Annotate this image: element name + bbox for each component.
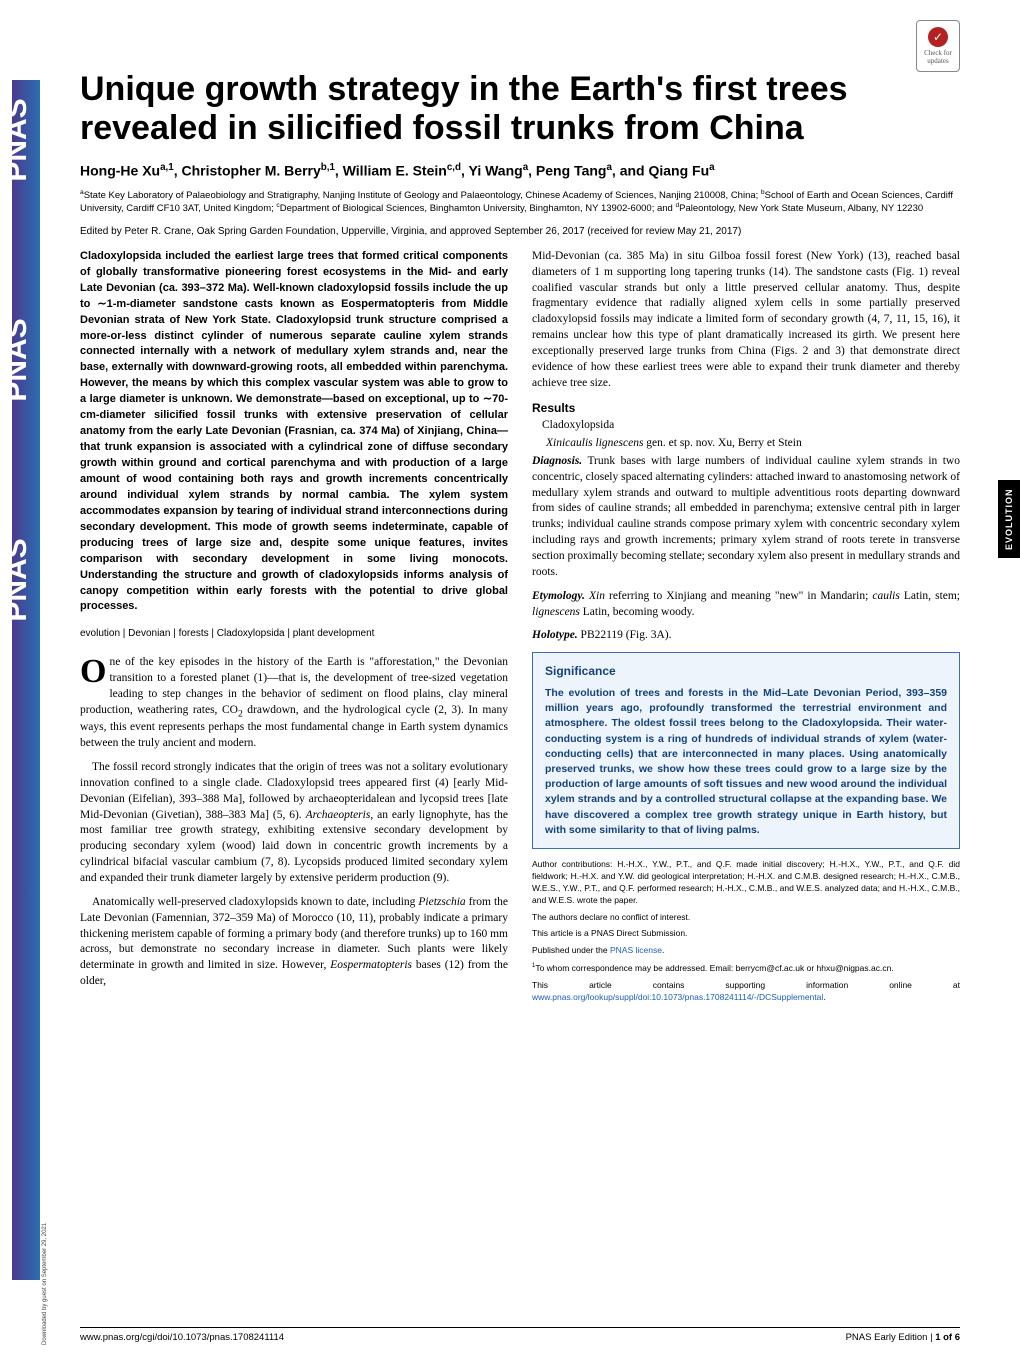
holotype: Holotype. PB22119 (Fig. 3A). (532, 628, 960, 644)
holotype-label: Holotype. (532, 629, 578, 641)
significance-text: The evolution of trees and forests in th… (545, 686, 947, 838)
check-icon: ✓ (928, 27, 948, 47)
svg-text:PNAS: PNAS (12, 538, 33, 621)
svg-text:PNAS: PNAS (12, 318, 33, 401)
article-title: Unique growth strategy in the Earth's fi… (80, 70, 960, 148)
check-updates-label: Check for updates (917, 49, 959, 65)
significance-heading: Significance (545, 663, 947, 680)
footer-page: PNAS Early Edition | 1 of 6 (846, 1332, 960, 1343)
footer-doi: www.pnas.org/cgi/doi/10.1073/pnas.170824… (80, 1332, 284, 1343)
right-para-1: Mid-Devonian (ca. 385 Ma) in situ Gilboa… (532, 249, 960, 392)
correspondence: 1To whom correspondence may be addressed… (532, 962, 960, 975)
etymology: Etymology. Xin referring to Xinjiang and… (532, 589, 960, 621)
section-tab: EVOLUTION (998, 480, 1020, 558)
check-updates-badge[interactable]: ✓ Check for updates (916, 20, 960, 72)
pnas-logo-stripe: PNAS PNAS PNAS (12, 80, 40, 1280)
two-column-body: Cladoxylopsida included the earliest lar… (80, 249, 960, 1009)
taxon-heading: Cladoxylopsida (542, 418, 960, 434)
abstract: Cladoxylopsida included the earliest lar… (80, 249, 508, 616)
taxon-name: Xinicaulis lignescens gen. et sp. nov. X… (546, 436, 960, 452)
holotype-text: PB22119 (Fig. 3A). (581, 629, 672, 641)
direct-submission: This article is a PNAS Direct Submission… (532, 928, 960, 940)
author-contributions: Author contributions: H.-H.X., Y.W., P.T… (532, 859, 960, 907)
left-column: Cladoxylopsida included the earliest lar… (80, 249, 508, 1009)
edited-by: Edited by Peter R. Crane, Oak Spring Gar… (80, 226, 960, 237)
license: Published under the PNAS license. (532, 945, 960, 957)
supporting-info: This article contains supporting informa… (532, 980, 960, 1004)
authors: Hong-He Xua,1, Christopher M. Berryb,1, … (80, 162, 960, 179)
significance-box: Significance The evolution of trees and … (532, 652, 960, 849)
right-column: Mid-Devonian (ca. 385 Ma) in situ Gilboa… (532, 249, 960, 1009)
intro-para-2: The fossil record strongly indicates tha… (80, 760, 508, 887)
keywords: evolution | Devonian | forests | Cladoxy… (80, 627, 508, 641)
etymology-text: Xin referring to Xinjiang and meaning "n… (532, 590, 960, 618)
page-content: Unique growth strategy in the Earth's fi… (80, 70, 960, 1009)
svg-text:PNAS: PNAS (12, 98, 33, 181)
diagnosis-text: Trunk bases with large numbers of indivi… (532, 455, 960, 578)
results-heading: Results (532, 400, 960, 417)
page-footer: www.pnas.org/cgi/doi/10.1073/pnas.170824… (80, 1327, 960, 1343)
affiliations: aState Key Laboratory of Palaeobiology a… (80, 189, 960, 216)
etymology-label: Etymology. (532, 590, 585, 602)
intro-para-1: One of the key episodes in the history o… (80, 655, 508, 752)
download-note: Downloaded by guest on September 29, 202… (42, 1223, 48, 1345)
diagnosis-label: Diagnosis. (532, 455, 582, 467)
conflict-of-interest: The authors declare no conflict of inter… (532, 912, 960, 924)
intro-para-3: Anatomically well-preserved cladoxylopsi… (80, 895, 508, 990)
diagnosis: Diagnosis. Trunk bases with large number… (532, 454, 960, 581)
